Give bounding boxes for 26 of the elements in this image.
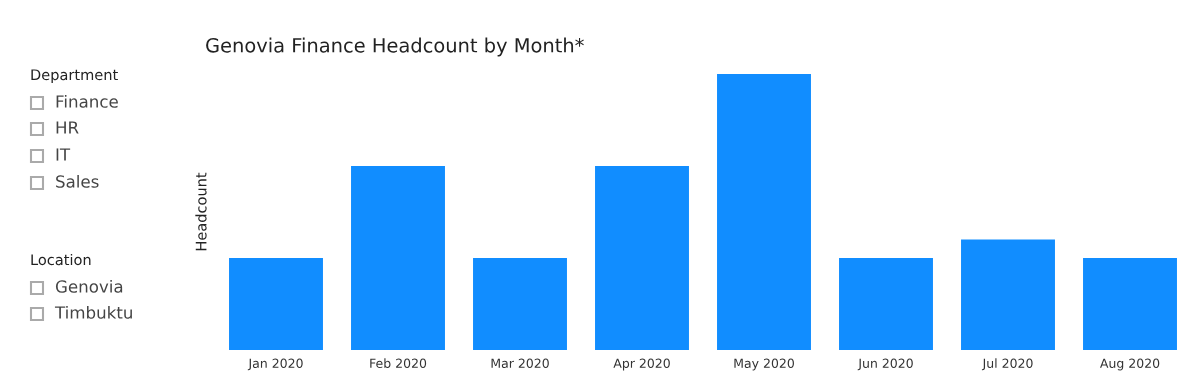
text: Finance [56,94,118,108]
x-tick-label: Jan 2020 [247,358,303,371]
bar [839,258,933,350]
text: Sales [56,174,99,188]
bar [595,165,689,350]
text: Department [31,69,118,84]
x-tick-label: Jul 2020 [981,358,1033,371]
text: Timbuktu [54,305,132,319]
x-tick-label: Aug 2020 [1100,358,1160,371]
text: HR [56,121,79,134]
chart-title: Genovia Finance Headcount by Month* [206,37,584,57]
x-tick-label: May 2020 [734,358,794,371]
bar [1083,258,1177,350]
text: Location [31,253,91,266]
bar [717,74,811,350]
bar [229,258,323,350]
bar [351,165,445,350]
y-axis-title: Headcount [195,172,207,251]
bar [961,239,1055,350]
x-tick-label: Apr 2020 [613,358,670,371]
text: Genovia [55,279,123,293]
bar [473,258,567,350]
x-tick-label: Feb 2020 [370,358,427,369]
x-tick-label: Mar 2020 [491,358,549,369]
x-tick-label: Jun 2020 [857,358,913,371]
text: IT [56,148,71,161]
